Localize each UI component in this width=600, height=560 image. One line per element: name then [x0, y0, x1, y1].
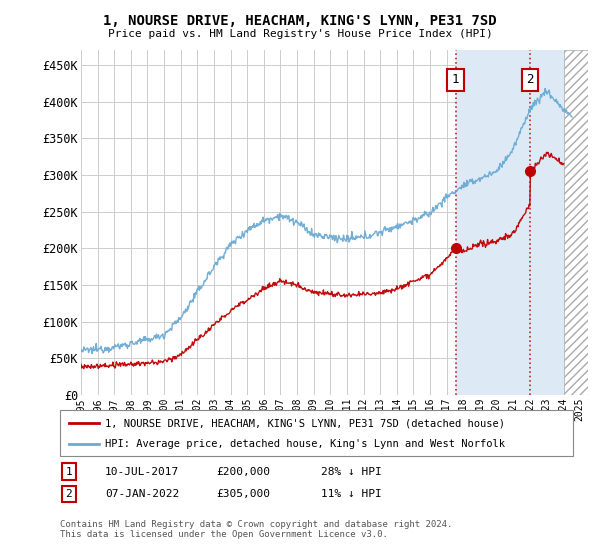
Text: Contains HM Land Registry data © Crown copyright and database right 2024.
This d: Contains HM Land Registry data © Crown c…	[60, 520, 452, 539]
Text: 07-JAN-2022: 07-JAN-2022	[105, 489, 179, 499]
Text: 1, NOURSE DRIVE, HEACHAM, KING'S LYNN, PE31 7SD: 1, NOURSE DRIVE, HEACHAM, KING'S LYNN, P…	[103, 14, 497, 28]
Text: Price paid vs. HM Land Registry's House Price Index (HPI): Price paid vs. HM Land Registry's House …	[107, 29, 493, 39]
Text: 2: 2	[527, 73, 534, 86]
Text: £305,000: £305,000	[216, 489, 270, 499]
Text: 2: 2	[65, 489, 73, 499]
Text: 1, NOURSE DRIVE, HEACHAM, KING'S LYNN, PE31 7SD (detached house): 1, NOURSE DRIVE, HEACHAM, KING'S LYNN, P…	[105, 418, 505, 428]
Text: 28% ↓ HPI: 28% ↓ HPI	[321, 466, 382, 477]
Text: HPI: Average price, detached house, King's Lynn and West Norfolk: HPI: Average price, detached house, King…	[105, 438, 505, 449]
Text: £200,000: £200,000	[216, 466, 270, 477]
Text: 1: 1	[452, 73, 459, 86]
Bar	[565, 50, 588, 395]
Bar	[455, 50, 565, 395]
Text: 11% ↓ HPI: 11% ↓ HPI	[321, 489, 382, 499]
Text: 10-JUL-2017: 10-JUL-2017	[105, 466, 179, 477]
Text: 1: 1	[65, 466, 73, 477]
Bar	[565, 50, 588, 395]
